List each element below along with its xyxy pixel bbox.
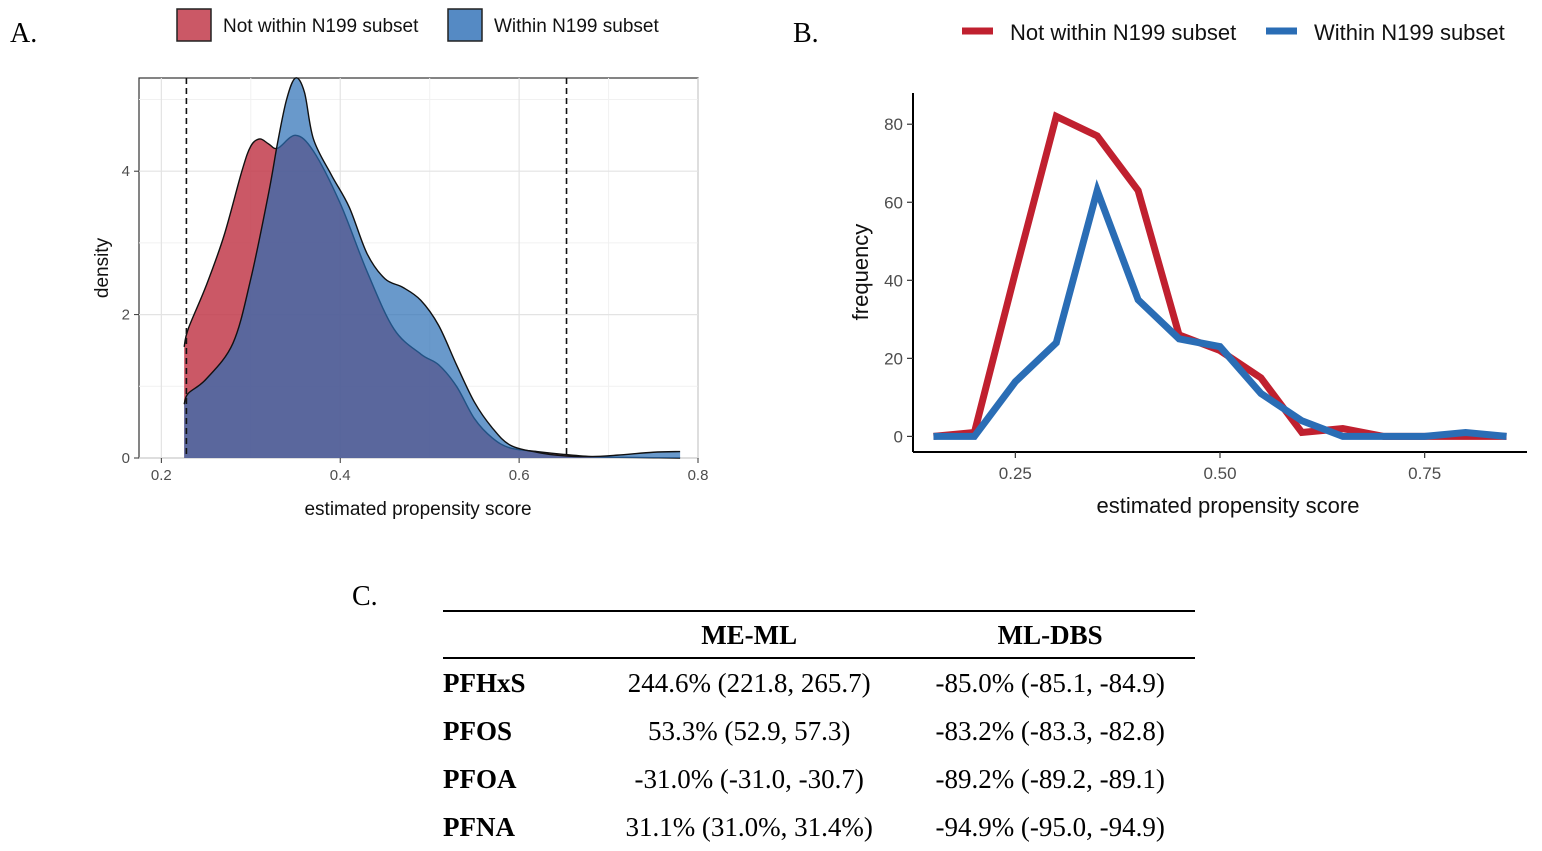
cell-me-ml: 53.3% (52.9, 57.3) xyxy=(647,715,851,746)
table-row: PFOS 53.3% (52.9, 57.3) -83.2% (-83.3, -… xyxy=(443,707,1195,755)
table-header-blank xyxy=(443,611,593,658)
panel-b-lines xyxy=(933,111,1507,440)
cell-ml-dbs: -85.0% (-85.1, -84.9) xyxy=(935,667,1165,698)
legend-a-swatch-not-within xyxy=(176,8,212,42)
results-table: ME-ML ML-DBS PFHxS 244.6% (221.8, 265.7)… xyxy=(443,610,1195,851)
panel-c-label: C. xyxy=(352,581,378,612)
density-area-within xyxy=(184,77,681,458)
panel-a-areas xyxy=(183,77,681,459)
panel-c-table: ME-ML ML-DBS PFHxS 244.6% (221.8, 265.7)… xyxy=(443,610,1195,851)
table-header-row: ME-ML ML-DBS xyxy=(443,611,1195,658)
y-tick-label: 0 xyxy=(122,450,130,467)
y-tick-label: 60 xyxy=(884,193,903,212)
panel-a-legend: Not within N199 subset Within N199 subse… xyxy=(176,8,659,42)
panel-b-y-axis-title: frequency xyxy=(848,224,873,321)
cell-me-ml: 31.1% (31.0%, 31.4%) xyxy=(625,811,873,842)
x-tick-label: 0.8 xyxy=(688,467,709,484)
cell-me-ml: 244.6% (221.8, 265.7) xyxy=(627,667,871,698)
frequency-line-within xyxy=(933,179,1507,440)
panel-a-density-plot: 0.2 0.4 0.6 0.8 0 2 4 estimated propensity sc… xyxy=(92,77,708,520)
row-label: PFHxS xyxy=(443,667,526,698)
x-tick-label: 0.75 xyxy=(1408,464,1441,483)
row-label: PFNA xyxy=(443,811,515,842)
density-area-within-outline xyxy=(183,77,681,458)
panel-a-x-axis-title: estimated propensity score xyxy=(304,499,531,520)
legend-a-label-not-within: Not within N199 subset xyxy=(223,16,419,37)
row-label: PFOS xyxy=(443,715,513,746)
legend-b-label-not-within: Not within N199 subset xyxy=(1010,20,1236,45)
y-tick-label: 2 xyxy=(122,307,130,324)
x-tick-label: 0.50 xyxy=(1203,464,1236,483)
cell-ml-dbs: -94.9% (-95.0, -94.9) xyxy=(935,811,1165,842)
y-tick-label: 20 xyxy=(884,349,903,368)
panel-b-x-axis-title: estimated propensity score xyxy=(1097,493,1360,518)
y-tick-label: 0 xyxy=(894,427,903,446)
panel-a-x-ticks: 0.2 0.4 0.6 0.8 xyxy=(151,458,708,484)
table-row: PFNA 31.1% (31.0%, 31.4%) -94.9% (-95.0,… xyxy=(443,803,1195,851)
legend-b-label-within: Within N199 subset xyxy=(1314,20,1505,45)
table-row: PFOA -31.0% (-31.0, -30.7) -89.2% (-89.2… xyxy=(443,755,1195,803)
table-header-me-ml: ME-ML xyxy=(701,620,798,650)
legend-a-label-within: Within N199 subset xyxy=(494,16,659,37)
frequency-line-not-within xyxy=(933,111,1507,440)
table-header-ml-dbs: ML-DBS xyxy=(997,620,1103,650)
legend-a-swatch-within xyxy=(447,8,483,42)
y-tick-label: 40 xyxy=(884,271,903,290)
cell-ml-dbs: -83.2% (-83.3, -82.8) xyxy=(935,715,1165,746)
panel-a-y-axis-title: density xyxy=(92,237,113,298)
panel-b-label: B. xyxy=(793,18,819,49)
row-label: PFOA xyxy=(443,763,517,794)
x-tick-label: 0.25 xyxy=(999,464,1032,483)
panel-a-label: A. xyxy=(10,18,37,49)
cell-me-ml: -31.0% (-31.0, -30.7) xyxy=(634,763,864,794)
y-tick-label: 80 xyxy=(884,115,903,134)
table-row: PFHxS 244.6% (221.8, 265.7) -85.0% (-85.… xyxy=(443,658,1195,707)
x-tick-label: 0.6 xyxy=(509,467,530,484)
x-tick-label: 0.2 xyxy=(151,467,172,484)
panel-b-frequency-plot: 0.25 0.50 0.75 0 20 40 60 80 estimated propens… xyxy=(848,93,1527,518)
panel-a-threshold-lines xyxy=(185,78,568,458)
panel-b-x-ticks: 0.25 0.50 0.75 xyxy=(999,452,1441,483)
panel-a-y-ticks: 0 2 4 xyxy=(122,163,139,467)
panel-b-y-ticks: 0 20 40 60 80 xyxy=(884,115,913,446)
cell-ml-dbs: -89.2% (-89.2, -89.1) xyxy=(935,763,1165,794)
y-tick-label: 4 xyxy=(122,163,130,180)
panel-b-legend: Not within N199 subset Within N199 subse… xyxy=(962,20,1505,45)
x-tick-label: 0.4 xyxy=(330,467,351,484)
